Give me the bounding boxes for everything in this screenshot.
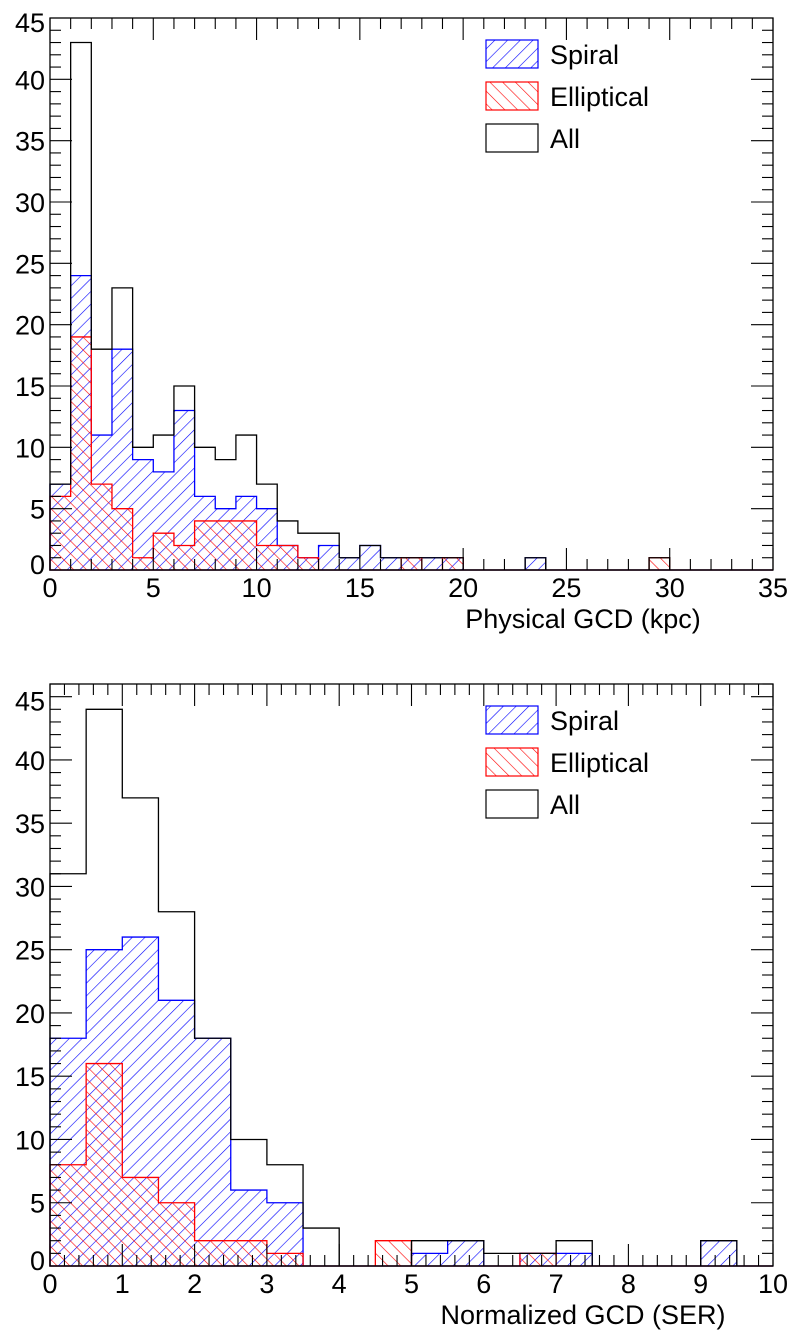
y-tick-label: 15 — [15, 372, 45, 402]
y-tick-label: 5 — [30, 495, 45, 525]
x-tick-label: 3 — [259, 1269, 274, 1299]
y-tick-label: 45 — [15, 687, 45, 717]
physical-gcd-histogram: 0 5 10 15 20 25 30 35 0 5 10 15 20 25 30 35 40 45 Physical… — [15, 8, 788, 634]
legend-label-spiral: Spiral — [550, 706, 619, 736]
series-elliptical — [49, 336, 773, 571]
legend-swatch-spiral — [485, 39, 539, 69]
y-tick-label: 20 — [15, 311, 45, 341]
x-tick-label: 7 — [549, 1269, 564, 1299]
y-tick-label: 20 — [15, 999, 45, 1029]
legend-swatch-elliptical — [485, 747, 539, 777]
y-tick-label: 15 — [15, 1062, 45, 1092]
x-tick-label: 8 — [621, 1269, 636, 1299]
x-axis-label: Physical GCD (kpc) — [465, 604, 701, 634]
hist-fill-elliptical — [50, 336, 773, 570]
y-tick-label: 0 — [30, 550, 45, 580]
y-tick-label: 30 — [15, 188, 45, 218]
x-tick-label: 4 — [332, 1269, 347, 1299]
x-tick-label: 0 — [42, 573, 57, 603]
x-tick-label: 1 — [115, 1269, 130, 1299]
y-tick-label: 30 — [15, 872, 45, 902]
x-tick-label: 10 — [758, 1269, 788, 1299]
y-tick-label: 10 — [15, 1125, 45, 1155]
legend-swatch-all — [485, 123, 539, 153]
hist-fill-spiral — [50, 275, 773, 570]
legend: Spiral Elliptical All — [485, 39, 649, 154]
legend-swatch-spiral — [485, 705, 539, 735]
x-tick-label: 2 — [187, 1269, 202, 1299]
legend-label-spiral: Spiral — [550, 40, 619, 70]
x-tick-label: 25 — [551, 573, 581, 603]
x-tick-label: 20 — [448, 573, 478, 603]
x-tick-label: 5 — [146, 573, 161, 603]
y-tick-label: 0 — [30, 1246, 45, 1276]
x-axis-label: Normalized GCD (SER) — [440, 1300, 725, 1330]
x-tick-label: 0 — [42, 1269, 57, 1299]
legend-label-all: All — [550, 790, 580, 820]
series-spiral — [49, 274, 773, 571]
legend-swatch-all — [485, 789, 539, 819]
y-tick-label: 35 — [15, 809, 45, 839]
y-tick-label: 10 — [15, 433, 45, 463]
y-tick-label: 25 — [15, 249, 45, 279]
legend: Spiral Elliptical All — [485, 705, 649, 820]
bar-all-12 — [484, 1253, 520, 1266]
x-tick-label: 35 — [758, 573, 788, 603]
x-tick-label: 10 — [242, 573, 272, 603]
y-tick-label: 5 — [30, 1189, 45, 1219]
y-tick-label: 25 — [15, 936, 45, 966]
x-tick-label: 9 — [693, 1269, 708, 1299]
x-tick-label: 15 — [345, 573, 375, 603]
legend-label-elliptical: Elliptical — [550, 82, 649, 112]
legend-swatch-elliptical — [485, 81, 539, 111]
y-tick-label: 35 — [15, 127, 45, 157]
x-tick-label: 5 — [404, 1269, 419, 1299]
y-tick-label: 40 — [15, 65, 45, 95]
plot-frame — [49, 17, 774, 571]
x-tick-label: 30 — [655, 573, 685, 603]
legend-label-elliptical: Elliptical — [550, 748, 649, 778]
normalized-gcd-histogram: 0 1 2 3 4 5 6 7 8 9 10051015202530354045Normalized… — [15, 683, 788, 1330]
bar-all-7 — [303, 1228, 339, 1266]
y-tick-label: 45 — [15, 8, 45, 38]
legend-label-all: All — [550, 124, 580, 154]
y-tick-label: 40 — [15, 746, 45, 776]
x-tick-label: 6 — [476, 1269, 491, 1299]
